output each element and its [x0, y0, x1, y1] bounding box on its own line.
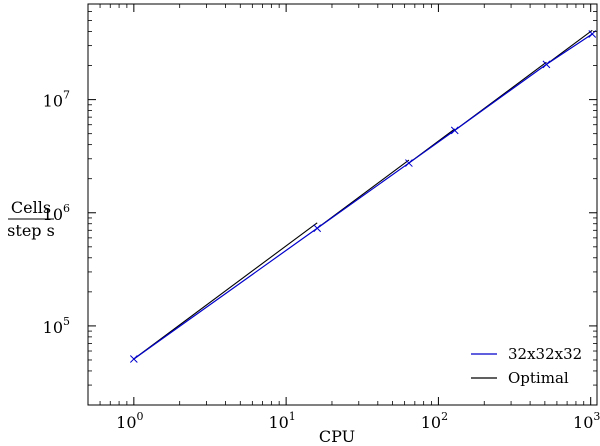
y-tick-label-0: 105 — [43, 315, 70, 337]
axis-ticks — [87, 3, 597, 406]
y-axis-label-denominator: step s — [7, 221, 55, 240]
x-tick-label-3: 103 — [573, 410, 600, 432]
y-axis-label: Cells step s — [7, 198, 55, 240]
data-point-x-marker — [542, 60, 551, 69]
x-tick-label-2: 102 — [421, 410, 448, 432]
data-point-x-marker — [129, 355, 138, 363]
legend: 32x32x32 Optimal — [471, 345, 582, 387]
optimal-segment-0 — [133, 222, 318, 360]
legend-label-32x32x32: 32x32x32 — [508, 345, 582, 363]
y-axis-label-numerator: Cells — [11, 198, 51, 217]
data-point-x-marker — [405, 159, 413, 167]
series-line-32x32x32 — [133, 33, 593, 360]
plot-frame — [87, 3, 598, 406]
x-tick-label-0: 100 — [116, 410, 143, 432]
x-tick-label-1: 101 — [268, 410, 295, 432]
data-point-x-marker — [450, 126, 459, 135]
x-axis-label: CPU — [319, 427, 355, 446]
y-tick-label-2: 107 — [43, 89, 70, 111]
plot-lines — [133, 29, 593, 360]
data-point-x-marker — [313, 224, 322, 233]
legend-label-optimal: Optimal — [508, 369, 569, 387]
data-markers — [129, 30, 597, 363]
